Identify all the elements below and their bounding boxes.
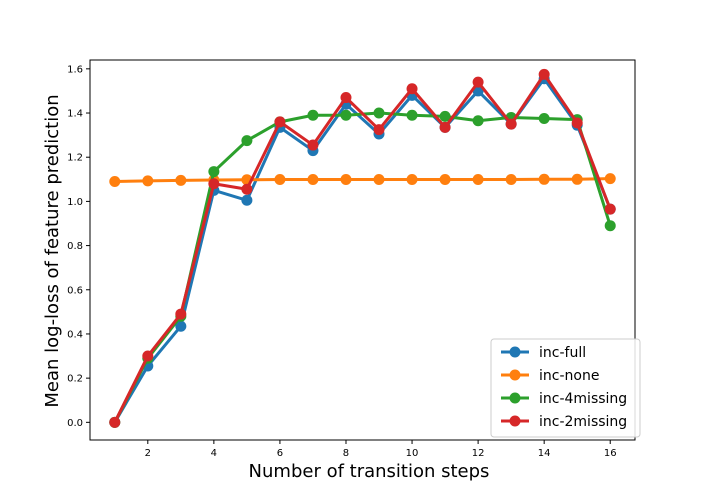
data-point [307, 174, 319, 186]
data-point [241, 194, 253, 206]
y-tick-label: 1.6 [67, 64, 83, 75]
series-line-inc-none [114, 177, 611, 184]
data-point [505, 174, 517, 186]
data-point [406, 174, 418, 186]
x-tick-label: 16 [604, 448, 617, 459]
y-tick-label: 1.2 [67, 153, 83, 164]
y-tick-label: 0.2 [67, 374, 83, 385]
x-tick-label: 4 [211, 448, 217, 459]
legend: inc-full inc-none inc-4missing inc-2missing [490, 338, 641, 438]
data-point [406, 83, 418, 95]
data-point [571, 173, 583, 185]
y-axis-title: Mean log-loss of feature prediction [42, 94, 63, 407]
legend-item: inc-none [501, 368, 599, 384]
data-point [274, 174, 286, 186]
data-point [241, 135, 253, 147]
data-point [109, 176, 121, 188]
legend-swatch-marker [509, 346, 521, 358]
series-inc-2missing [109, 68, 616, 428]
data-point [571, 117, 583, 129]
x-tick-label: 6 [277, 448, 283, 459]
data-point [340, 174, 352, 186]
data-point [439, 174, 451, 186]
y-tick-label: 1.4 [67, 109, 83, 120]
x-tick-label: 10 [406, 448, 419, 459]
y-axis-ticks: 0.0 0.2 0.4 0.6 0.8 1.0 1.2 1.4 1.6 [67, 64, 90, 429]
data-point [208, 178, 220, 190]
data-point [604, 220, 616, 232]
legend-label: inc-4missing [539, 391, 627, 407]
data-point [175, 308, 187, 320]
y-tick-label: 0.4 [67, 329, 83, 340]
plot-area-frame [89, 59, 636, 441]
legend-item: inc-2missing [501, 414, 627, 430]
x-axis-title: Number of transition steps [249, 461, 490, 482]
data-point [472, 115, 484, 127]
data-point [538, 173, 550, 185]
data-point [538, 113, 550, 125]
series-inc-none [109, 173, 616, 188]
x-tick-label: 14 [538, 448, 551, 459]
data-point [340, 109, 352, 121]
x-tick-label: 8 [343, 448, 349, 459]
legend-label: inc-full [539, 345, 586, 361]
data-point [175, 174, 187, 186]
y-tick-label: 0.8 [67, 241, 83, 252]
data-point [307, 139, 319, 151]
data-point [340, 92, 352, 104]
data-point [604, 203, 616, 215]
data-point [274, 116, 286, 128]
data-point [472, 76, 484, 88]
data-point [373, 124, 385, 136]
data-point [373, 174, 385, 186]
series-layer [109, 68, 616, 428]
data-point [439, 121, 451, 133]
legend-swatch-marker [509, 392, 521, 404]
legend-item: inc-full [501, 345, 586, 361]
x-axis-ticks: 2 4 6 8 10 12 14 16 [145, 440, 617, 459]
legend-swatch-marker [509, 369, 521, 381]
data-point [208, 166, 220, 178]
data-point [439, 110, 451, 122]
y-tick-label: 0.6 [67, 285, 83, 296]
data-point [241, 183, 253, 195]
x-tick-label: 2 [145, 448, 151, 459]
series-line-inc-2missing [113, 72, 612, 423]
data-point [142, 175, 154, 187]
y-tick-label: 1.0 [67, 197, 83, 208]
legend-label: inc-none [539, 368, 599, 384]
data-point [109, 416, 121, 428]
data-point [505, 118, 517, 130]
data-point [142, 350, 154, 362]
data-point [538, 68, 550, 80]
data-point [307, 109, 319, 121]
data-point [175, 320, 187, 332]
legend-box [490, 338, 641, 438]
y-tick-label: 0.0 [67, 418, 83, 429]
legend-label: inc-2missing [539, 414, 627, 430]
legend-item: inc-4missing [501, 391, 627, 407]
data-point [373, 107, 385, 119]
x-tick-label: 12 [472, 448, 485, 459]
data-point [406, 109, 418, 121]
data-point [604, 173, 616, 185]
data-point [472, 174, 484, 186]
legend-swatch-marker [509, 415, 521, 427]
